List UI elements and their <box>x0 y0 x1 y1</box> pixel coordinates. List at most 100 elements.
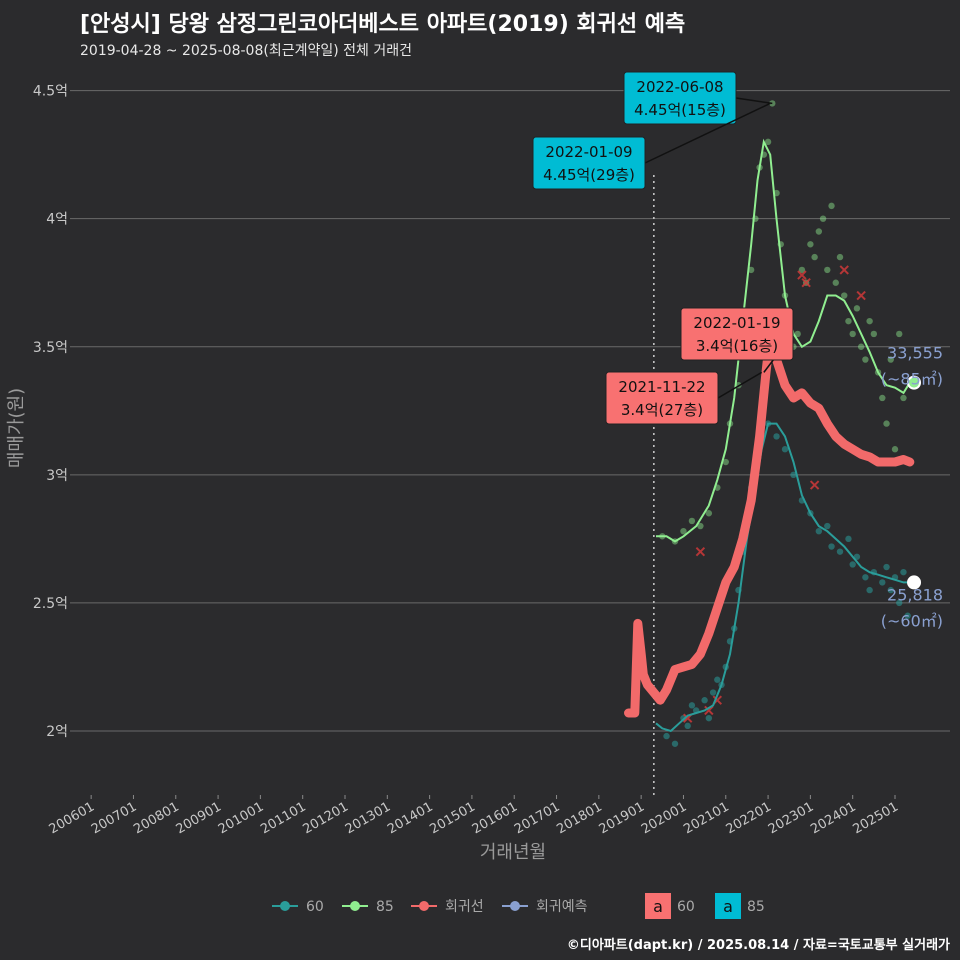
point-regression <box>801 278 811 288</box>
annotation-box <box>605 371 719 425</box>
point-60 <box>879 579 886 586</box>
x-tick-label: 202101 <box>681 799 731 837</box>
point-85 <box>900 394 907 402</box>
legend-box-letter: a <box>723 897 733 916</box>
legend-label: 회귀예측 <box>536 899 588 915</box>
forecast-layer: 33,555 (~85㎡) 25,818 (~60㎡) <box>881 344 943 631</box>
point-60 <box>663 732 670 740</box>
y-tick-label: 3.5억 <box>33 340 68 356</box>
point-85 <box>883 420 890 427</box>
point-regression <box>797 270 807 280</box>
forecast-point <box>907 375 922 390</box>
point-85 <box>747 266 755 274</box>
forecast-point <box>907 575 922 590</box>
point-85 <box>845 317 852 325</box>
legend-box-letter: a <box>653 897 663 916</box>
legend-box-label: 85 <box>747 899 765 915</box>
point-60 <box>845 535 852 543</box>
annotation-price: 3.4억(27층) <box>621 401 703 419</box>
x-tick-label: 201701 <box>512 799 562 837</box>
y-tick-label: 4.5억 <box>33 84 68 100</box>
point-85 <box>697 522 704 530</box>
y-tick-label: 2억 <box>46 724 68 740</box>
point-85 <box>896 330 903 338</box>
point-regression <box>856 290 866 301</box>
annotation-price: 4.45억(15층) <box>634 101 726 119</box>
legend-label: 85 <box>376 899 394 915</box>
annotation-leader <box>735 97 773 105</box>
forecast-value: 25,818 <box>887 585 943 604</box>
point-60 <box>688 702 696 709</box>
point-85 <box>866 317 873 325</box>
point-60 <box>773 433 780 440</box>
point-85 <box>857 343 865 350</box>
x-tick-label: 201201 <box>301 799 351 837</box>
point-60 <box>887 586 894 594</box>
x-tick-label: 201001 <box>216 799 266 837</box>
point-85 <box>811 253 818 261</box>
point-85 <box>722 458 729 466</box>
point-60 <box>701 697 708 704</box>
line-regression <box>624 329 915 718</box>
point-85 <box>879 394 886 402</box>
point-60 <box>684 722 691 730</box>
x-tick-label: 201101 <box>258 799 308 837</box>
legend: 60 85 회귀선 회귀예측 a 60 a 85 <box>272 893 765 919</box>
y-tick-label: 3억 <box>46 468 68 484</box>
chart-subtitle: 2019-04-28 ~ 2025-08-08(최근계약일) 전체 거래건 <box>80 43 412 59</box>
point-85 <box>870 330 878 338</box>
point-60 <box>671 740 679 747</box>
point-regression <box>704 705 714 716</box>
x-tick-label: 202201 <box>724 799 774 837</box>
annotation-date: 2022-01-09 <box>545 143 632 161</box>
point-85 <box>688 517 696 525</box>
y-axis-label: 매매가(원) <box>6 388 27 468</box>
point-60 <box>836 548 844 555</box>
point-60 <box>790 471 797 479</box>
point-60 <box>883 563 890 571</box>
point-85 <box>798 266 806 274</box>
annotation-date: 2021-11-22 <box>618 378 705 396</box>
point-85 <box>853 305 861 312</box>
point-85 <box>862 356 869 363</box>
x-tick-label: 201601 <box>470 799 520 837</box>
x-tick-label: 201501 <box>427 799 477 837</box>
point-60 <box>824 522 831 530</box>
point-60 <box>862 574 869 581</box>
legend-box <box>645 893 671 919</box>
point-85 <box>841 292 848 299</box>
point-85 <box>836 253 844 261</box>
annotation-date: 2022-06-08 <box>636 78 723 96</box>
forecast-unit: (~60㎡) <box>881 611 943 630</box>
point-85 <box>887 356 894 363</box>
point-regression <box>695 546 706 557</box>
line-60 <box>655 422 917 733</box>
point-60 <box>781 446 789 453</box>
x-tick-label: 202001 <box>639 799 689 837</box>
legend-box <box>715 893 741 919</box>
point-85 <box>794 330 801 338</box>
x-tick-labels: 2006012007012008012009012010012011012012… <box>47 795 901 837</box>
x-tick-label: 200701 <box>89 799 139 837</box>
legend-marker <box>510 901 520 911</box>
point-60 <box>896 599 903 607</box>
point-85 <box>705 510 713 517</box>
lines-layer <box>624 138 917 733</box>
legend-label: 60 <box>306 899 324 915</box>
legend-marker <box>350 901 360 911</box>
point-85 <box>832 279 839 286</box>
annotation-box <box>532 136 646 190</box>
legend-label: 회귀선 <box>445 899 484 915</box>
point-60 <box>714 676 721 683</box>
y-tick-label: 4억 <box>46 212 68 228</box>
x-tick-label: 200601 <box>47 799 97 837</box>
point-60 <box>705 714 713 722</box>
y-tick-labels: 2억 2.5억 3억 3.5억 4억 4.5억 <box>33 84 68 740</box>
point-60 <box>709 689 717 696</box>
point-regression <box>809 480 820 490</box>
annotation-box <box>623 71 737 125</box>
forecast-unit: (~85㎡) <box>881 370 943 389</box>
legend-marker <box>280 901 290 911</box>
